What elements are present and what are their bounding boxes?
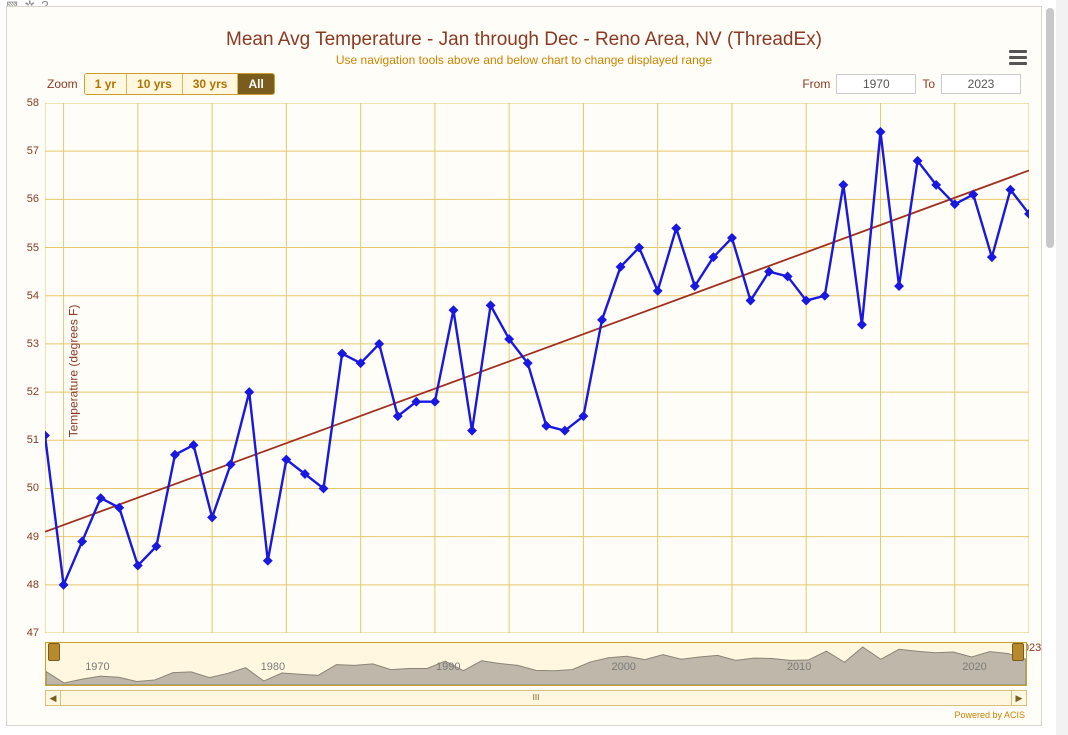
zoom-label: Zoom [47,77,78,91]
y-tick-label: 53 [27,338,39,350]
y-tick-label: 52 [27,386,39,398]
range-group: From To [802,74,1021,94]
scroll-right-arrow[interactable]: ▶ [1011,691,1026,705]
zoom-group: Zoom 1 yr10 yrs30 yrsAll [47,73,275,95]
scroll-left-arrow[interactable]: ◀ [46,691,61,705]
y-tick-label: 57 [27,145,39,157]
zoom-btn-all[interactable]: All [238,74,273,94]
y-tick-label: 55 [27,242,39,254]
range-navigator[interactable]: 1970 1980 1990 2000 2010 2020 [45,642,1027,686]
y-tick-label: 47 [27,627,39,639]
navigator-year-label: 1970 [85,661,109,685]
y-tick-label: 58 [27,97,39,109]
chart-title: Mean Avg Temperature - Jan through Dec -… [7,29,1041,51]
zoom-buttons: 1 yr10 yrs30 yrsAll [84,73,275,95]
chart-panel: Mean Avg Temperature - Jan through Dec -… [6,6,1042,726]
zoom-btn-1-yr[interactable]: 1 yr [85,74,127,94]
from-input[interactable] [836,74,916,94]
zoom-btn-30-yrs[interactable]: 30 yrs [183,74,239,94]
navigator-year-label: 1980 [261,661,285,685]
y-tick-label: 50 [27,482,39,494]
navigator-labels: 1970 1980 1990 2000 2010 2020 [46,643,1026,685]
chart-subtitle: Use navigation tools above and below cha… [7,53,1041,67]
navigator-year-label: 2020 [962,661,986,685]
controls-row: Zoom 1 yr10 yrs30 yrsAll From To [7,73,1041,99]
navigator-year-label: 1990 [436,661,460,685]
chart-svg [45,103,1029,633]
y-tick-label: 54 [27,290,39,302]
app-frame: ▧ ✲ ? Mean Avg Temperature - Jan through… [0,0,1068,735]
y-tick-label: 49 [27,531,39,543]
navigator-year-label: 2010 [787,661,811,685]
y-axis-title: Temperature (degrees F) [66,304,80,437]
hamburger-menu-icon[interactable] [1009,47,1027,68]
navigator-year-label: 2000 [611,661,635,685]
to-input[interactable] [941,74,1021,94]
zoom-btn-10-yrs[interactable]: 10 yrs [127,74,183,94]
y-tick-label: 51 [27,434,39,446]
scroll-thumb[interactable]: III [531,694,541,702]
plot-area[interactable]: Temperature (degrees F) 4748495051525354… [45,103,1027,638]
chart-credit: Powered by ACIS [7,710,1041,720]
from-label: From [802,77,830,91]
y-tick-label: 56 [27,193,39,205]
navigator-scrollbar[interactable]: ◀ III ▶ [45,690,1027,706]
y-tick-label: 48 [27,579,39,591]
to-label: To [922,77,935,91]
